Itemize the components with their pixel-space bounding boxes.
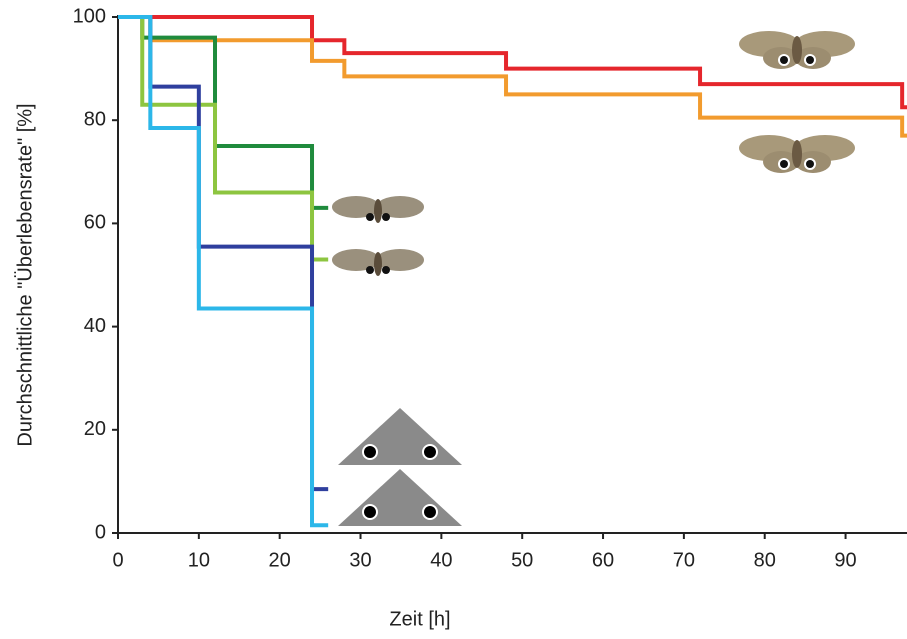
x-tick-label: 40 bbox=[430, 549, 452, 571]
triangle-icon bbox=[338, 408, 462, 465]
x-tick-label: 60 bbox=[592, 549, 614, 571]
moth-icon bbox=[739, 31, 855, 69]
y-tick-label: 20 bbox=[84, 418, 106, 440]
x-tick-label: 0 bbox=[112, 549, 123, 571]
y-tick-label: 40 bbox=[84, 315, 106, 337]
x-tick-label: 70 bbox=[673, 549, 695, 571]
survival-line bbox=[118, 17, 328, 525]
y-tick-label: 0 bbox=[95, 521, 106, 543]
moth-icon bbox=[739, 135, 855, 173]
y-tick-label: 60 bbox=[84, 212, 106, 234]
x-tick-label: 30 bbox=[349, 549, 371, 571]
triangle-icon bbox=[338, 469, 462, 526]
y-tick-label: 100 bbox=[73, 5, 106, 27]
x-tick-label: 90 bbox=[834, 549, 856, 571]
x-tick-label: 80 bbox=[754, 549, 776, 571]
moth-icon bbox=[332, 196, 424, 223]
y-tick-label: 80 bbox=[84, 108, 106, 130]
decoration bbox=[332, 31, 855, 526]
x-tick-label: 50 bbox=[511, 549, 533, 571]
x-tick-label: 10 bbox=[188, 549, 210, 571]
moth-icon bbox=[332, 249, 424, 276]
y-axis-label: Durchschnittliche "Überlebensrate" [%] bbox=[14, 103, 36, 446]
x-axis-label: Zeit [h] bbox=[389, 608, 450, 630]
x-tick-label: 20 bbox=[269, 549, 291, 571]
chart: Zeit [h] Durchschnittliche "Überlebensra… bbox=[0, 0, 907, 639]
